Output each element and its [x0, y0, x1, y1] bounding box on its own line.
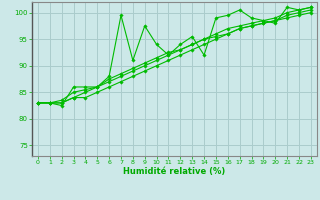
X-axis label: Humidité relative (%): Humidité relative (%): [123, 167, 226, 176]
